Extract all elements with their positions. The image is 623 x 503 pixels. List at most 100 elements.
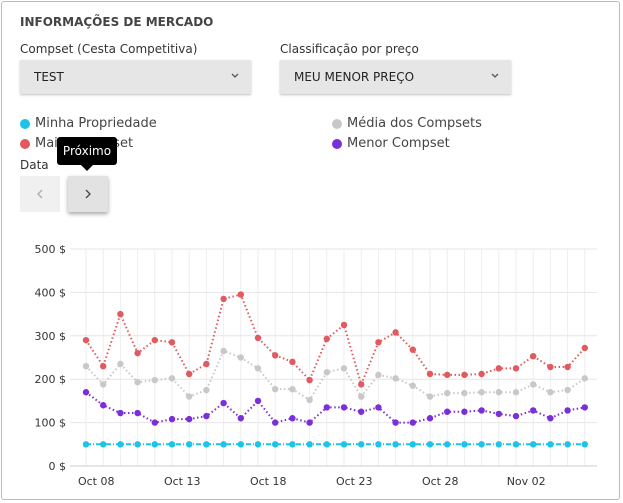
y-tick-label: 500 $ [35,243,67,256]
data-point [358,441,365,448]
data-point [168,415,176,423]
legend-label: Minha Propriedade [35,116,157,131]
data-point [426,415,434,422]
data-point [272,385,279,393]
data-point [272,441,279,448]
data-point [237,441,244,448]
data-point [237,354,244,361]
data-point [547,389,554,396]
data-point [392,419,399,426]
data-point [100,441,107,448]
data-point [168,339,176,346]
data-point [444,441,451,448]
data-point [82,441,90,448]
data-point [186,441,193,448]
data-point [134,409,141,417]
data-point [168,441,176,448]
legend-dot [332,118,342,129]
y-tick-label: 400 $ [35,286,67,299]
data-point [478,407,485,414]
data-point [186,415,193,423]
data-point [581,404,588,411]
data-point [512,412,520,420]
data-point [323,369,330,376]
data-point [392,329,399,336]
data-point [100,362,107,370]
data-point [375,371,382,379]
data-point [547,363,554,371]
data-point [495,441,502,448]
data-point [426,370,434,378]
data-point [444,408,451,415]
legend-item[interactable]: Média dos Compsets [332,116,482,131]
data-point [117,409,124,417]
data-point [478,441,485,448]
chart: 0 $ 100 $ 200 $ 300 $ 400 $ 500 $ Oct 08 Oct 13… [35,243,597,488]
series-line [85,349,586,402]
x-tick-label: Nov 02 [507,475,546,488]
series-line [85,293,586,388]
sort-value: MEU MENOR PREÇO [294,70,415,84]
data-point [289,415,296,422]
data-point [581,344,588,352]
data-point [444,389,451,397]
data-point [151,419,158,426]
data-point [237,291,244,298]
data-point [530,381,537,388]
data-point [358,393,365,400]
data-point [581,375,588,382]
data-point [237,415,244,422]
data-point [461,408,468,415]
data-point [358,408,365,415]
data-point [134,349,141,357]
card-title: INFORMAÇÕES DE MERCADO [20,15,214,29]
data-point [82,336,90,344]
data-point [340,441,348,448]
data-point [203,441,210,448]
data-point [100,381,107,388]
data-point [444,371,451,379]
data-point [151,441,158,448]
data-point [564,363,571,371]
data-point [340,321,348,329]
data-point [564,386,571,394]
data-point [254,397,262,405]
data-point [426,393,434,400]
data-point [203,412,210,420]
data-point [220,441,227,448]
data-point [409,441,416,448]
data-point [340,365,348,372]
data-point [461,389,468,397]
data-point [306,376,313,384]
data-point [564,407,571,414]
legend-dot [20,138,30,149]
data-point [168,375,176,382]
data-point [323,404,330,411]
y-tick-label: 100 $ [35,417,67,430]
chevron [491,73,499,78]
data-point [530,352,537,360]
data-point [392,441,399,448]
data-point [512,441,520,448]
data-point [220,399,227,407]
data-point [547,415,554,422]
sort-select[interactable]: MEU MENOR PREÇO [280,60,511,94]
data-point [495,365,502,372]
y-tick-label: 200 $ [35,373,67,386]
chevron-right [85,189,91,199]
data-point [581,441,588,448]
x-tick-label: Oct 23 [336,475,373,488]
compset-value: TEST [34,70,64,84]
legend-item[interactable]: Menor Compset [332,136,450,151]
legend-item[interactable]: Minha Propriedade [20,116,157,131]
compset-select[interactable]: TEST [20,60,251,94]
data-point [117,441,124,448]
data-point [203,386,210,394]
data-point [289,441,296,448]
prev-button[interactable] [20,176,60,212]
data-point [340,404,348,411]
next-button[interactable] [68,176,108,212]
data-point [512,365,520,372]
data-point [82,362,90,370]
